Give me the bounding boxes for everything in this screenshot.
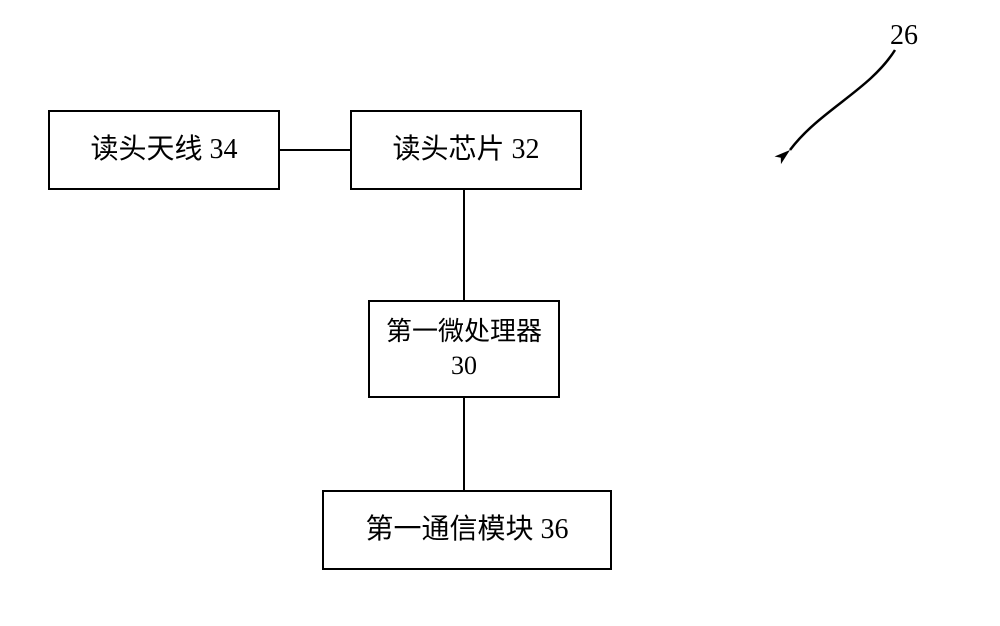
box-reader-chip: 读头芯片 32 xyxy=(350,110,582,190)
label-text: 读头天线 xyxy=(90,134,202,165)
label-num: 36 xyxy=(541,514,569,545)
box-label: 读头天线 34 xyxy=(90,132,237,168)
box-label: 读头芯片 32 xyxy=(392,132,539,168)
box-first-comm-module: 第一通信模块 36 xyxy=(322,490,612,570)
label-num: 32 xyxy=(512,134,540,165)
box-label: 第一通信模块 36 xyxy=(365,512,568,548)
label-num: 30 xyxy=(451,351,477,380)
arrow-curve xyxy=(790,50,895,150)
connector-mcu-comm xyxy=(463,398,465,490)
connector-antenna-chip xyxy=(280,149,350,151)
label-num: 34 xyxy=(210,134,238,165)
diagram-canvas: 26 读头天线 34 读头芯片 32 第一微处理器 30 第一通信模块 xyxy=(0,0,1000,626)
connector-chip-mcu xyxy=(463,190,465,300)
box-label: 第一微处理器 30 xyxy=(386,315,542,383)
box-reader-antenna: 读头天线 34 xyxy=(48,110,280,190)
label-text: 读头芯片 xyxy=(392,134,504,165)
box-first-microprocessor: 第一微处理器 30 xyxy=(368,300,560,398)
label-text: 第一通信模块 xyxy=(365,514,533,545)
label-text: 第一微处理器 xyxy=(386,317,542,346)
